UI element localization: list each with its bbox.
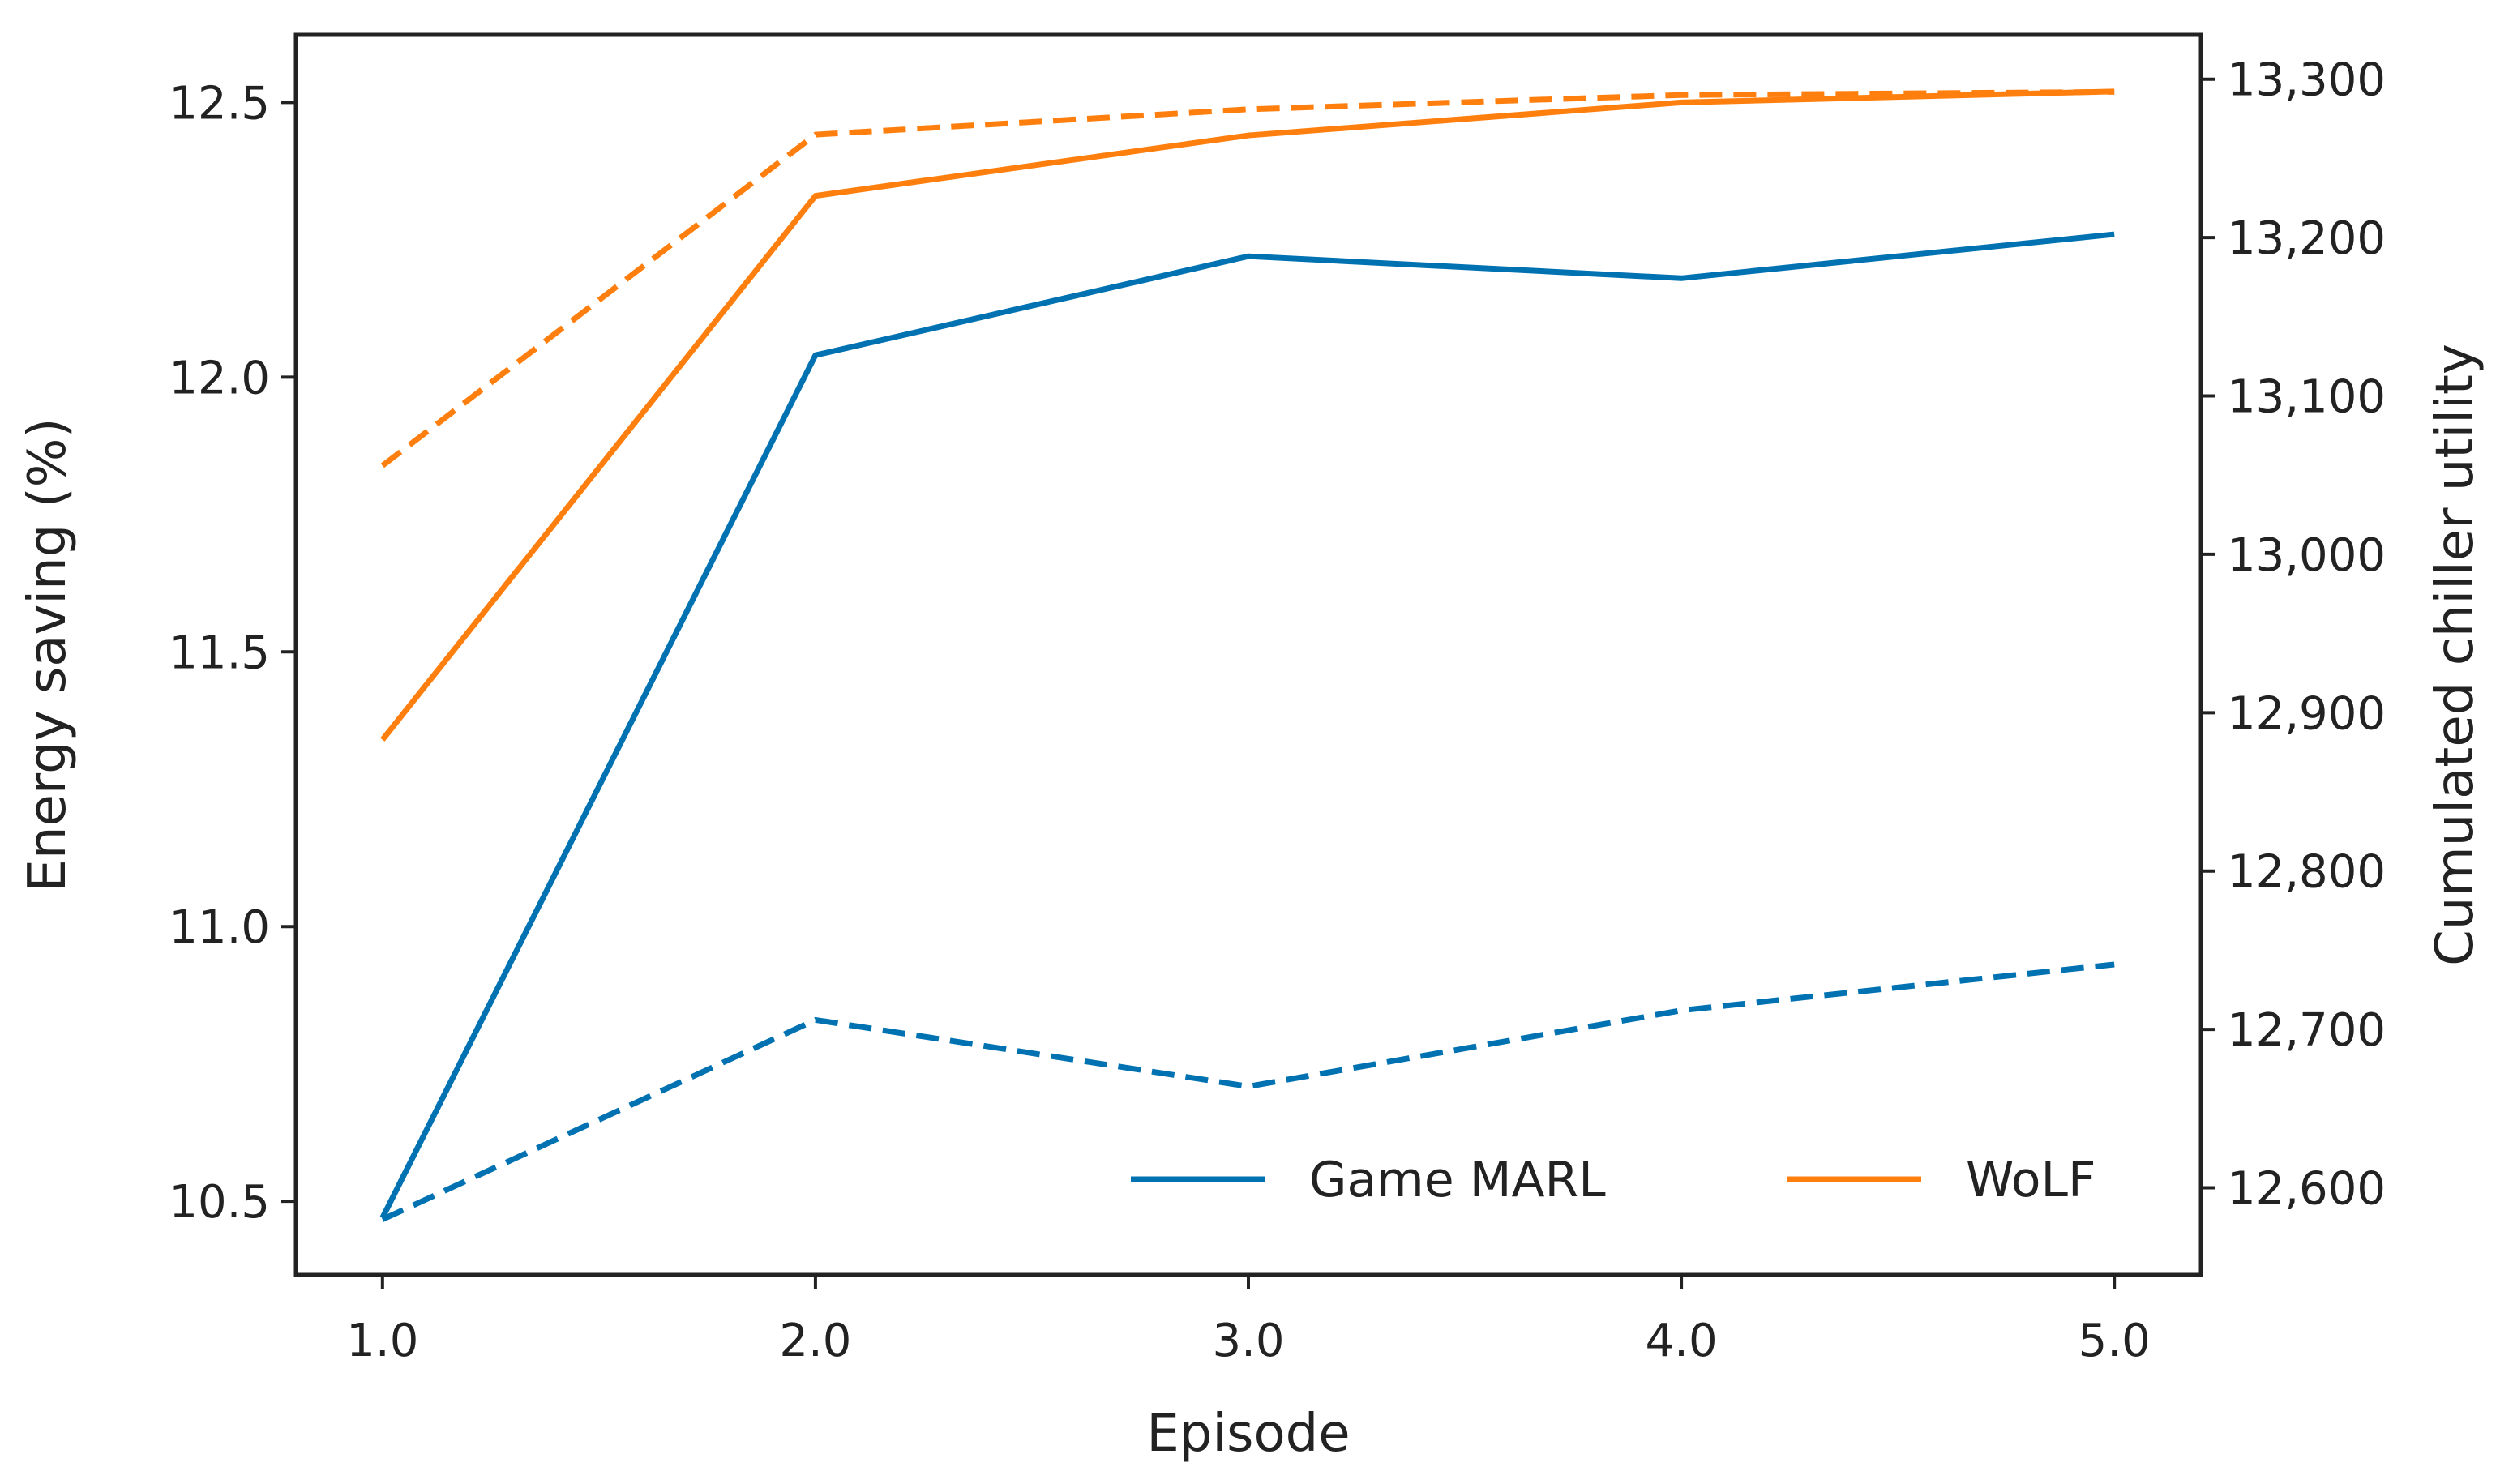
- legend-label: WoLF: [1966, 1152, 2096, 1208]
- x-tick-label: 4.0: [1646, 1315, 1718, 1367]
- plot-marks: [379, 88, 2115, 1222]
- x-axis-label: Episode: [1146, 1404, 1350, 1464]
- series-line-game-marl-solid: [379, 231, 2115, 1220]
- y2-tick-label: 13,300: [2227, 54, 2386, 107]
- x-tick-label: 1.0: [346, 1315, 418, 1367]
- legend: Game MARL WoLF: [1131, 1152, 2096, 1208]
- x-tick-label: 2.0: [779, 1315, 851, 1367]
- y2-tick-label: 12,700: [2227, 1004, 2386, 1057]
- x-tick-label: 3.0: [1212, 1315, 1284, 1367]
- series-line-wolf-solid: [380, 88, 2115, 742]
- y2-tick-label: 13,200: [2227, 212, 2386, 265]
- y2-tick-label: 13,000: [2227, 529, 2386, 582]
- y2-tick-label: 12,800: [2227, 846, 2386, 899]
- y-axis-left: 10.5 11.0 11.5 12.0 12.5: [169, 77, 296, 1229]
- y2-axis-label: Cumulated chiller utility: [2425, 344, 2485, 966]
- y2-tick-label: 13,100: [2227, 371, 2386, 424]
- y-tick-label: 11.0: [169, 901, 270, 954]
- y-tick-label: 10.5: [169, 1176, 270, 1229]
- y-tick-label: 12.5: [169, 77, 270, 130]
- x-tick-label: 5.0: [2078, 1315, 2151, 1367]
- y-tick-label: 11.5: [169, 627, 270, 679]
- series-line-game-marl-dashed: [381, 961, 2115, 1222]
- x-axis: 1.0 2.0 3.0 4.0 5.0: [346, 1275, 2151, 1367]
- y2-tick-label: 12,900: [2227, 687, 2386, 740]
- y-axis-label: Energy saving (%): [18, 418, 78, 892]
- y-axis-right: 12,600 12,700 12,800 12,900 13,000 13,100 13,2…: [2201, 54, 2386, 1216]
- y2-tick-label: 12,600: [2227, 1163, 2386, 1216]
- legend-label: Game MARL: [1309, 1152, 1606, 1208]
- y-tick-label: 12.0: [169, 352, 270, 404]
